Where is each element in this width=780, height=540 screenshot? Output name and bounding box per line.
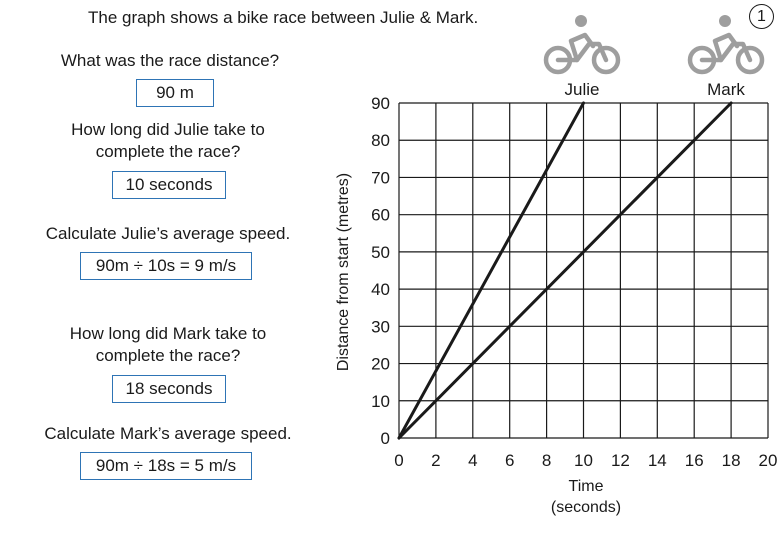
- x-tick-label-12: 12: [611, 451, 630, 470]
- answer-julie-time: 10 seconds: [112, 171, 226, 199]
- answer-mark-speed: 90m ÷ 18s = 5 m/s: [80, 452, 252, 480]
- x-tick-label-0: 0: [394, 451, 403, 470]
- legend-label-mark: Mark: [707, 80, 745, 99]
- y-tick-label-50: 50: [371, 243, 390, 262]
- x-tick-label-10: 10: [574, 451, 593, 470]
- answer-julie-speed: 90m ÷ 10s = 9 m/s: [80, 252, 252, 280]
- y-axis-label: Distance from start (metres): [335, 172, 352, 372]
- y-tick-label-90: 90: [371, 94, 390, 113]
- x-tick-label-18: 18: [722, 451, 741, 470]
- question-number-badge: 1: [749, 4, 774, 29]
- answer-race-distance: 90 m: [136, 79, 214, 107]
- x-tick-label-6: 6: [505, 451, 514, 470]
- y-tick-label-30: 30: [371, 317, 390, 336]
- question-race-distance: What was the race distance?: [60, 51, 280, 70]
- x-tick-label-16: 16: [685, 451, 704, 470]
- question-julie-time: How long did Julie take to complete the …: [71, 120, 265, 161]
- series-line-julie: [397, 101, 585, 440]
- y-tick-label-20: 20: [371, 355, 390, 374]
- series-line-mark: [397, 101, 733, 440]
- question-mark-time: How long did Mark take to complete the r…: [69, 324, 267, 365]
- x-axis-label: Time (seconds): [550, 478, 622, 516]
- heading: The graph shows a bike race between Juli…: [88, 8, 479, 27]
- legend-label-julie: Julie: [564, 80, 600, 99]
- julie-bicycle-icon: [543, 15, 621, 75]
- x-tick-label-4: 4: [468, 451, 477, 470]
- y-tick-label-40: 40: [371, 280, 390, 299]
- x-tick-label-8: 8: [542, 451, 551, 470]
- question-mark-speed: Calculate Mark’s average speed.: [44, 424, 292, 443]
- y-tick-label-10: 10: [371, 392, 390, 411]
- y-tick-label-70: 70: [371, 168, 390, 187]
- y-tick-label-0: 0: [381, 429, 390, 448]
- x-tick-label-2: 2: [431, 451, 440, 470]
- x-tick-label-20: 20: [759, 451, 778, 470]
- mark-bicycle-icon: [687, 15, 765, 75]
- question-julie-speed: Calculate Julie’s average speed.: [45, 224, 291, 243]
- answer-mark-time: 18 seconds: [112, 375, 226, 403]
- y-tick-label-80: 80: [371, 131, 390, 150]
- y-tick-label-60: 60: [371, 206, 390, 225]
- x-tick-label-14: 14: [648, 451, 667, 470]
